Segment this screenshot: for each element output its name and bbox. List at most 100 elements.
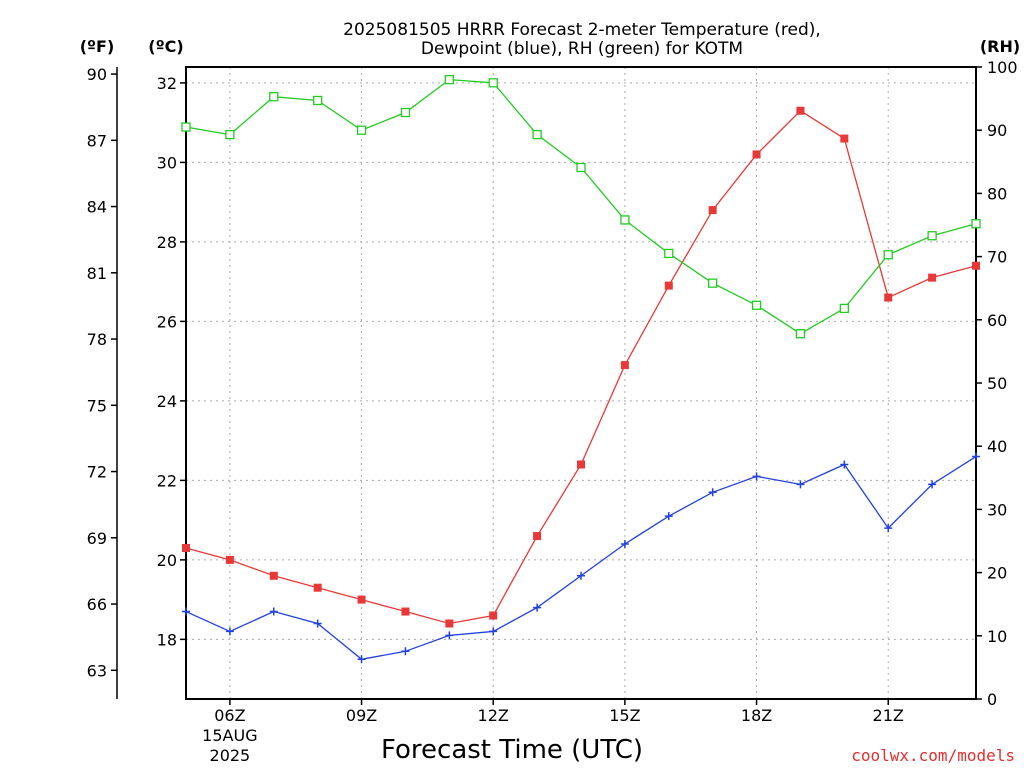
dewpoint-point [489,627,498,636]
x-tick-label: 18Z [741,706,772,725]
temperature-point [752,150,761,159]
dewpoint-point [840,460,849,469]
tick-labels: 18 20 22 24 26 28 30 32 63 66 69 72 75 78 81 84 87 90 0 10 2… [87,58,1018,765]
temperature-point [972,261,980,270]
celsius-tick-label: 18 [157,630,177,649]
temperature-point [269,571,278,580]
temperature-point [533,532,542,541]
rh-point [313,95,323,106]
rh-point [751,300,762,310]
dewpoint-point [620,539,629,548]
rh-tick-label: 10 [987,627,1007,646]
rh-point [488,78,498,88]
temperature-point [182,543,190,552]
rh-point [269,92,279,102]
fahrenheit-tick-label: 63 [87,661,107,680]
x-tick-label: 12Z [478,706,509,725]
rh-point [444,74,454,85]
rh-tick-label: 80 [987,184,1007,203]
celsius-tick-label: 20 [157,551,177,570]
dewpoint-point [225,627,234,636]
x-tick-label: 21Z [873,706,904,725]
rh-tick-label: 60 [987,311,1007,330]
rh-point [795,329,806,339]
data-series [181,74,981,664]
rh-point [839,303,849,314]
rh-tick-label: 0 [987,690,997,709]
dewpoint-point [313,619,322,628]
temperature-point [357,595,366,604]
temperature-point [928,273,937,282]
celsius-tick-label: 32 [157,74,177,93]
x-tick-label: 09Z [346,706,377,725]
temperature-point [401,607,410,616]
x-tick-label: 15Z [609,706,640,725]
temperature-point [445,619,454,628]
fahrenheit-tick-label: 78 [87,330,107,349]
rh-tick-label: 100 [987,58,1018,77]
celsius-tick-label: 28 [157,233,177,252]
fahrenheit-tick-label: 72 [87,463,107,482]
rh-tick-label: 30 [987,500,1007,519]
dewpoint-point [533,603,542,612]
rh-tick-label: 70 [987,248,1007,267]
rh-point [664,248,674,259]
fahrenheit-tick-label: 66 [87,595,107,614]
rh-point [927,231,937,241]
fahrenheit-tick-label: 81 [87,264,107,283]
dewpoint-point [577,571,585,580]
x-tick-sublabel: 15AUG [202,726,257,745]
rh-point [971,219,981,229]
rh-point [181,122,191,132]
temperature-point [708,206,717,215]
rh-point [225,129,235,140]
axes [111,66,982,705]
rh-point [708,278,718,288]
dewpoint-point [928,480,937,489]
rh-line [185,78,977,335]
rh-unit-label: (RH) [980,37,1020,56]
dewpoint-point [664,512,673,521]
rh-point [620,215,630,225]
x-axis-title: Forecast Time (UTC) [381,735,643,765]
celsius-tick-label: 30 [157,153,177,172]
rh-point [883,250,893,260]
celsius-unit-label: (ºC) [148,37,183,56]
temperature-line [185,109,977,625]
rh-point [576,162,586,173]
rh-tick-label: 40 [987,437,1007,456]
dewpoint-point [357,655,366,664]
credit-text: coolwx.com/models [851,746,1015,765]
rh-point [400,107,411,118]
fahrenheit-tick-label: 69 [87,529,107,548]
x-tick-sublabel: 2025 [210,746,251,765]
dewpoint-point [708,488,717,497]
temperature-point [620,361,629,370]
chart-title-line-2: Dewpoint (blue), RH (green) for KOTM [421,39,743,59]
x-tick-label: 06Z [214,706,245,725]
temperature-point [489,611,498,620]
fahrenheit-tick-label: 75 [87,396,107,415]
grid-lines [186,67,976,699]
dewpoint-point [445,631,454,640]
celsius-tick-label: 26 [157,312,177,331]
fahrenheit-tick-label: 87 [87,131,107,150]
fahrenheit-tick-label: 84 [87,198,107,217]
temperature-point [796,106,805,115]
rh-tick-label: 50 [987,374,1007,393]
dewpoint-point [796,480,805,489]
rh-point [356,125,367,135]
dewpoint-point [752,472,761,481]
celsius-tick-label: 24 [157,392,177,411]
temperature-point [884,293,893,302]
temperature-point [225,555,234,564]
chart-title-line-1: 2025081505 HRRR Forecast 2-meter Tempera… [343,20,821,40]
fahrenheit-unit-label: (ºF) [80,37,115,56]
dewpoint-point [269,607,278,616]
rh-tick-label: 20 [987,564,1007,583]
temperature-point [577,460,585,469]
dewpoint-point [972,452,980,461]
rh-tick-label: 90 [987,121,1007,140]
dewpoint-line [185,455,977,660]
